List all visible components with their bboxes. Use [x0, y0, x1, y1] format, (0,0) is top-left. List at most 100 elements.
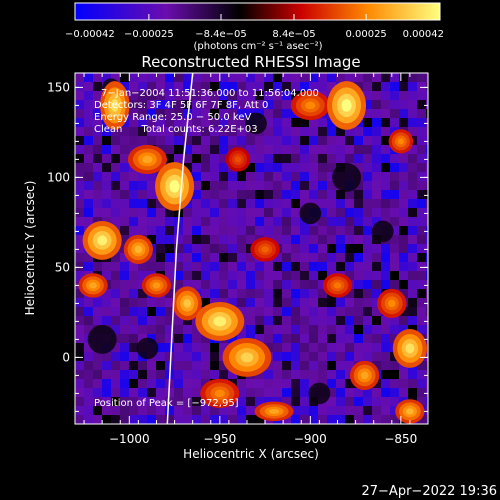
heatmap-cell: [309, 280, 318, 289]
heatmap-cell: [147, 379, 156, 388]
heatmap-cell: [345, 343, 354, 352]
x-tick-label: −950: [203, 432, 236, 446]
heatmap-cell: [75, 379, 84, 388]
heatmap-cell: [354, 154, 363, 163]
heatmap-cell: [156, 343, 165, 352]
heatmap-cell: [255, 316, 264, 325]
heatmap-cell: [363, 262, 372, 271]
heatmap-cell: [273, 298, 282, 307]
heatmap-cell: [210, 109, 219, 118]
heatmap-cell: [282, 352, 291, 361]
y-axis-label: Heliocentric Y (arcsec): [23, 181, 37, 316]
heatmap-cell: [129, 100, 138, 109]
heatmap-cell: [183, 361, 192, 370]
heatmap-cell: [426, 352, 428, 361]
heatmap-cell: [354, 163, 363, 172]
heatmap-cell: [345, 136, 354, 145]
heatmap-cell: [273, 280, 282, 289]
heatmap-cell: [147, 91, 156, 100]
bright-region: [333, 282, 342, 289]
heatmap-cell: [309, 307, 318, 316]
heatmap-cell: [129, 361, 138, 370]
heatmap-cell: [120, 271, 129, 280]
heatmap-cell: [363, 82, 372, 91]
heatmap-cell: [192, 172, 201, 181]
heatmap-cell: [237, 91, 246, 100]
heatmap-cell: [291, 190, 300, 199]
heatmap-cell: [363, 307, 372, 316]
heatmap-cell: [417, 244, 426, 253]
heatmap-cell: [327, 217, 336, 226]
heatmap-cell: [300, 235, 309, 244]
heatmap-cell: [219, 154, 228, 163]
heatmap-cell: [147, 109, 156, 118]
heatmap-cell: [165, 289, 174, 298]
heatmap-cell: [210, 253, 219, 262]
heatmap-cell: [336, 244, 345, 253]
bright-region: [97, 235, 108, 246]
heatmap-cell: [318, 253, 327, 262]
heatmap-cell: [120, 82, 129, 91]
heatmap-cell: [381, 163, 390, 172]
heatmap-cell: [381, 379, 390, 388]
heatmap-cell: [111, 343, 120, 352]
heatmap-cell: [174, 118, 183, 127]
heatmap-cell: [201, 352, 210, 361]
heatmap-cell: [147, 190, 156, 199]
heatmap-cell: [345, 388, 354, 397]
heatmap-cell: [93, 73, 102, 82]
heatmap-cell: [165, 136, 174, 145]
heatmap-cell: [147, 397, 156, 406]
heatmap-cell: [156, 388, 165, 397]
heatmap-cell: [399, 235, 408, 244]
heatmap-cell: [183, 397, 192, 406]
heatmap-cell: [282, 136, 291, 145]
heatmap-cell: [120, 136, 129, 145]
heatmap-cell: [300, 145, 309, 154]
heatmap-cell: [201, 82, 210, 91]
heatmap-cell: [345, 334, 354, 343]
heatmap-cell: [210, 163, 219, 172]
heatmap-cell: [273, 217, 282, 226]
heatmap-cell: [237, 235, 246, 244]
heatmap-cell: [183, 253, 192, 262]
heatmap-cell: [147, 307, 156, 316]
heatmap-cell: [147, 73, 156, 82]
heatmap-cell: [84, 370, 93, 379]
heatmap-cell: [237, 208, 246, 217]
heatmap-cell: [354, 244, 363, 253]
heatmap-cell: [120, 361, 129, 370]
heatmap-cell: [129, 271, 138, 280]
heatmap-cell: [192, 334, 201, 343]
heatmap-cell: [147, 388, 156, 397]
heatmap-cell: [399, 280, 408, 289]
heatmap-cell: [363, 343, 372, 352]
heatmap-cell: [111, 415, 120, 424]
heatmap-cell: [426, 307, 428, 316]
heatmap-cell: [336, 127, 345, 136]
heatmap-cell: [210, 406, 219, 415]
heatmap-cell: [417, 262, 426, 271]
heatmap-cell: [210, 172, 219, 181]
heatmap-cell: [165, 208, 174, 217]
heatmap-cell: [84, 82, 93, 91]
colorbar-tick-label: −0.00042: [65, 29, 115, 40]
heatmap-cell: [345, 73, 354, 82]
heatmap-cell: [390, 154, 399, 163]
heatmap-cell: [273, 361, 282, 370]
heatmap-cell: [282, 73, 291, 82]
heatmap-cell: [201, 244, 210, 253]
heatmap-cell: [84, 73, 93, 82]
heatmap-cell: [264, 298, 273, 307]
heatmap-cell: [390, 361, 399, 370]
heatmap-cell: [282, 334, 291, 343]
heatmap-cell: [210, 262, 219, 271]
heatmap-cell: [282, 370, 291, 379]
heatmap-cell: [201, 253, 210, 262]
bright-region: [269, 408, 280, 414]
heatmap-cell: [174, 91, 183, 100]
heatmap-cell: [228, 253, 237, 262]
heatmap-cell: [327, 262, 336, 271]
bright-regions: [78, 81, 428, 424]
